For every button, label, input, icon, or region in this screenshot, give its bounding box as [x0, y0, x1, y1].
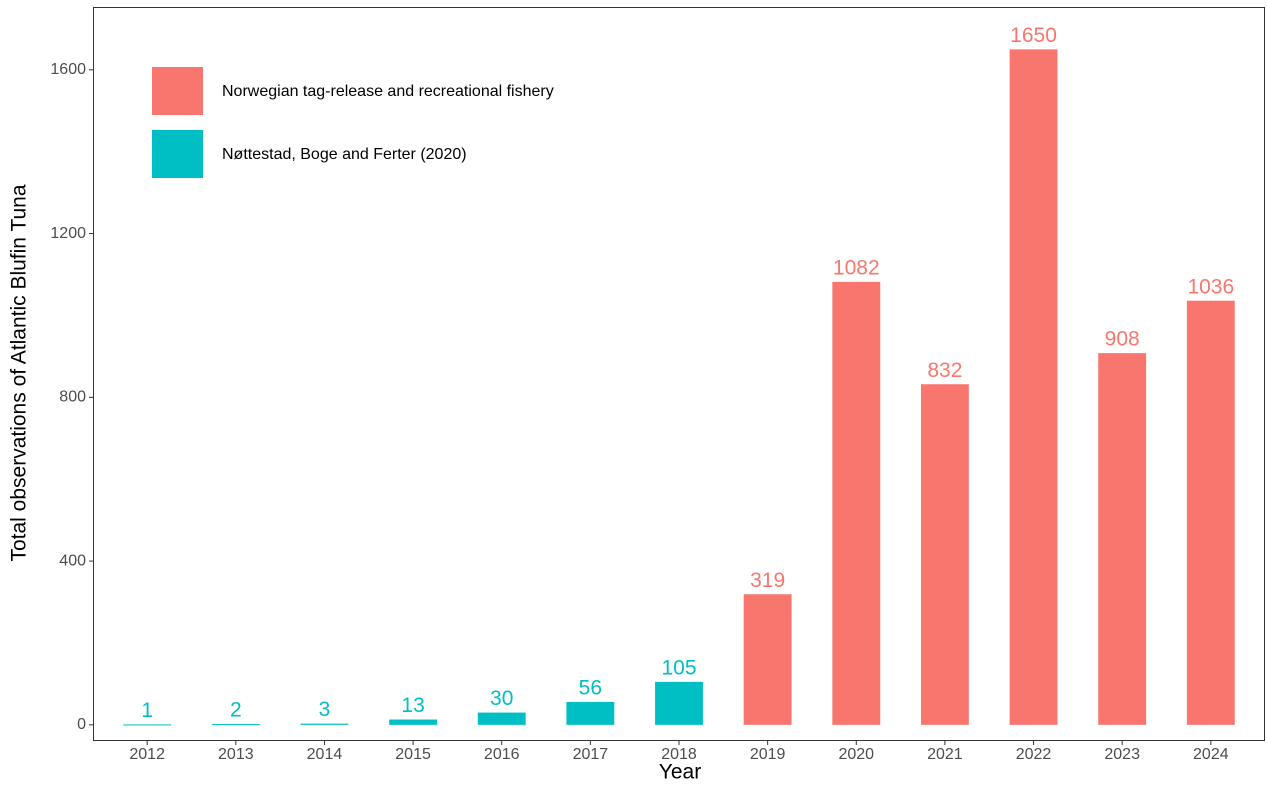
legend-key [152, 130, 203, 178]
x-tick-label: 2021 [927, 746, 963, 763]
value-label: 1 [141, 699, 153, 722]
x-tick-label: 2014 [307, 746, 343, 763]
bar [211, 724, 260, 726]
value-label: 1036 [1187, 275, 1234, 298]
value-label: 105 [661, 656, 696, 679]
legend-label: Norwegian tag-release and recreational f… [222, 83, 554, 100]
x-axis-title: Year [659, 761, 701, 784]
bar [477, 712, 526, 725]
value-label: 30 [490, 687, 513, 710]
x-tick-label: 2022 [1016, 746, 1052, 763]
bar [123, 724, 172, 726]
bar [832, 281, 881, 725]
x-tick-label: 2013 [218, 746, 254, 763]
y-tick-label: 400 [59, 552, 86, 569]
x-tick-label: 2018 [661, 746, 697, 763]
y-tick-label: 1600 [50, 61, 86, 78]
value-label: 1650 [1010, 24, 1057, 47]
y-tick-label: 0 [77, 716, 86, 733]
x-tick-label: 2023 [1104, 746, 1140, 763]
x-tick-label: 2012 [129, 746, 165, 763]
bar [1098, 353, 1147, 725]
value-label: 1082 [833, 256, 880, 279]
y-tick-label: 1200 [50, 225, 86, 242]
bar [389, 719, 438, 725]
value-label: 319 [750, 569, 785, 592]
value-label: 832 [927, 359, 962, 382]
value-label: 56 [579, 676, 602, 699]
legend-label: Nøttestad, Boge and Ferter (2020) [222, 146, 467, 163]
x-tick-label: 2024 [1193, 746, 1229, 763]
y-axis-title: Total observations of Atlantic Blufin Tu… [8, 184, 31, 561]
value-label: 908 [1105, 328, 1140, 351]
value-label: 3 [319, 698, 331, 721]
bar [1009, 49, 1058, 725]
panel [93, 7, 1265, 741]
y-tick-label: 800 [59, 389, 86, 406]
x-tick-label: 2016 [484, 746, 520, 763]
bar [300, 723, 349, 725]
bar [743, 594, 792, 725]
x-tick-label: 2020 [838, 746, 874, 763]
x-tick-label: 2019 [750, 746, 786, 763]
value-label: 13 [401, 694, 424, 717]
value-label: 2 [230, 699, 242, 722]
bar [566, 701, 615, 725]
bar [920, 384, 969, 725]
bar [655, 681, 703, 725]
bar [1186, 300, 1235, 725]
x-tick-label: 2015 [395, 746, 431, 763]
legend-key [152, 67, 203, 115]
x-tick-label: 2017 [573, 746, 609, 763]
